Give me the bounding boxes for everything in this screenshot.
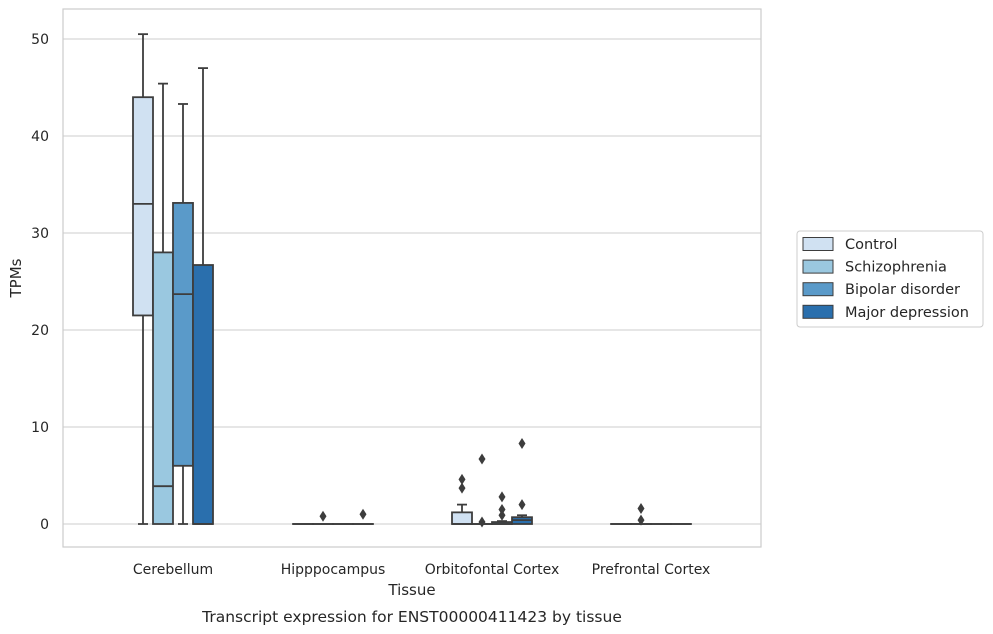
legend-label: Schizophrenia — [845, 260, 947, 276]
y-axis-ticks: 0 10 20 30 40 50 — [31, 32, 49, 533]
outlier-point — [637, 502, 645, 514]
outlier-point — [359, 508, 367, 520]
outlier-point — [498, 491, 506, 503]
legend-label: Major depression — [845, 305, 969, 321]
plot-area-frame — [62, 8, 762, 548]
box — [152, 251, 174, 525]
box — [172, 202, 194, 467]
legend-label: Bipolar disorder — [845, 282, 960, 298]
legend-swatch — [802, 237, 834, 251]
y-tick-label: 10 — [31, 420, 49, 436]
series-control — [132, 33, 632, 525]
legend-swatch — [802, 282, 834, 297]
outlier-point — [498, 503, 506, 515]
chart-caption: Transcript expression for ENST0000041142… — [201, 608, 622, 626]
legend: Control Schizophrenia Bipolar disorder Majo… — [796, 230, 984, 328]
outlier-point — [319, 510, 327, 522]
y-tick-label: 40 — [31, 129, 49, 145]
outlier-point — [458, 473, 466, 485]
y-tick-label: 20 — [31, 323, 49, 339]
legend-swatch — [802, 259, 834, 274]
y-tick-label: 30 — [31, 226, 49, 242]
outlier-point — [458, 482, 466, 494]
x-axis-ticks: Cerebellum Hipppocampus Orbitofontal Corte… — [133, 562, 710, 578]
outlier-point — [478, 516, 486, 528]
x-tick-label: Prefrontal Cortex — [592, 562, 711, 578]
y-tick-label: 0 — [40, 517, 49, 533]
box — [451, 511, 473, 525]
x-tick-label: Cerebellum — [133, 562, 213, 578]
series-bipolar-disorder — [172, 103, 672, 525]
legend-label: Control — [845, 237, 897, 253]
series-schizophrenia — [152, 82, 652, 528]
outlier-point — [478, 453, 486, 465]
legend-swatch — [802, 304, 834, 319]
x-tick-label: Orbitofontal Cortex — [425, 562, 560, 578]
y-tick-label: 50 — [31, 32, 49, 48]
x-axis-label: Tissue — [387, 581, 435, 599]
outlier-point — [637, 514, 645, 526]
y-axis-label: TPMs — [7, 258, 25, 298]
box-plot-marks — [132, 33, 692, 528]
outlier-point — [518, 437, 526, 449]
box — [132, 96, 154, 317]
outlier-point — [498, 509, 506, 521]
x-tick-label: Hipppocampus — [281, 562, 386, 578]
box — [192, 264, 214, 525]
series-major-depression — [192, 67, 692, 525]
outlier-point — [518, 499, 526, 511]
legend-items: Control Schizophrenia Bipolar disorder Majo… — [802, 237, 969, 321]
legend-frame — [796, 230, 984, 328]
